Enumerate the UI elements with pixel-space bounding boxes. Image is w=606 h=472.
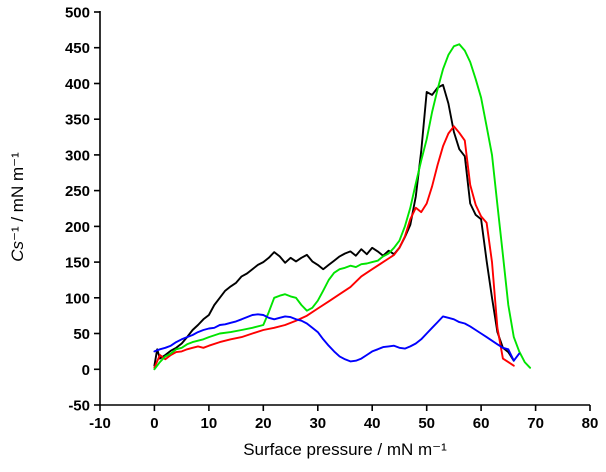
red-curve [153,125,515,369]
y-tick-label: 100 [65,290,90,307]
y-tick-label: 400 [65,76,90,93]
y-tick-label: 300 [65,147,90,164]
y-tick-label: 0 [82,362,90,379]
y-tick-label: 200 [65,219,90,236]
blue-curve [153,313,521,363]
x-tick-label: 0 [150,415,158,432]
x-tick-label: 40 [364,415,381,432]
x-tick-label: 10 [201,415,218,432]
y-tick-label: -50 [68,398,90,415]
y-axis-title-symbol: Cs [8,241,27,262]
y-tick-label: 450 [65,40,90,57]
x-tick-label: -10 [89,415,111,432]
x-tick-label: 80 [582,415,599,432]
x-axis-title: Surface pressure / mN m⁻¹ [243,440,447,459]
green-curve [153,43,532,371]
y-axis-title-units: ⁻¹ / mN m⁻¹ [8,152,27,241]
y-tick-label: 250 [65,183,90,200]
x-tick-label: 70 [527,415,544,432]
x-tick-label: 60 [473,415,490,432]
x-tick-label: 30 [309,415,326,432]
y-axis-title: Cs⁻¹ / mN m⁻¹ [8,7,28,407]
y-tick-label: 500 [65,5,90,22]
y-tick-label: 150 [65,255,90,272]
y-tick-label: 50 [73,326,90,343]
x-tick-label: 50 [418,415,435,432]
y-tick-label: 350 [65,112,90,129]
x-tick-label: 20 [255,415,272,432]
black-curve [153,83,515,367]
